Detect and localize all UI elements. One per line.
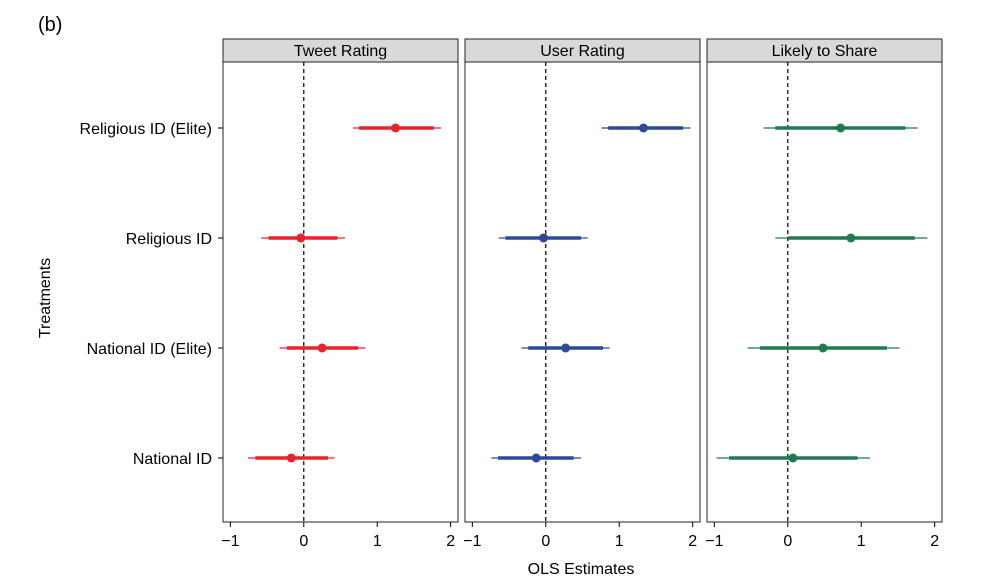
x-tick-label: 2 xyxy=(688,533,697,550)
y-tick-label-national-id: National ID xyxy=(133,451,212,468)
panel-frame-tweet-rating xyxy=(222,61,459,523)
estimate-point-likely-to-share-religious-id-elite xyxy=(836,123,846,133)
estimate-point-tweet-rating-national-id xyxy=(286,453,296,463)
x-tick-label: 2 xyxy=(446,533,455,550)
x-tick-label: −1 xyxy=(463,533,481,550)
y-axis-title: Treatments xyxy=(37,258,54,338)
estimate-point-user-rating-national-id-elite xyxy=(561,343,571,353)
estimate-point-tweet-rating-national-id-elite xyxy=(317,343,327,353)
panel-frame-likely-to-share xyxy=(706,61,943,523)
estimate-point-user-rating-national-id xyxy=(531,453,541,463)
panel-title-likely-to-share: Likely to Share xyxy=(772,43,878,60)
panel-title-user-rating: User Rating xyxy=(540,43,624,60)
x-tick-label: 1 xyxy=(373,533,382,550)
estimate-point-likely-to-share-religious-id xyxy=(846,233,856,243)
x-tick-label: −1 xyxy=(705,533,723,550)
y-tick-label-national-id-elite: National ID (Elite) xyxy=(87,341,212,358)
estimate-point-likely-to-share-national-id-elite xyxy=(818,343,828,353)
y-tick-label-religious-id: Religious ID xyxy=(126,231,212,248)
x-tick-label: −1 xyxy=(221,533,239,550)
y-tick-label-religious-id-elite: Religious ID (Elite) xyxy=(80,121,212,138)
panel-title-tweet-rating: Tweet Rating xyxy=(294,43,387,60)
estimate-point-likely-to-share-national-id xyxy=(788,453,798,463)
figure-label: (b) xyxy=(38,14,63,36)
x-axis-title: OLS Estimates xyxy=(528,561,635,578)
estimate-point-user-rating-religious-id-elite xyxy=(638,123,648,133)
estimate-point-tweet-rating-religious-id xyxy=(296,233,306,243)
estimate-point-tweet-rating-religious-id-elite xyxy=(391,123,401,133)
x-tick-label: 1 xyxy=(857,533,866,550)
x-tick-label: 0 xyxy=(299,533,308,550)
panel-frame-user-rating xyxy=(464,61,701,523)
x-tick-label: 2 xyxy=(930,533,939,550)
x-tick-label: 0 xyxy=(783,533,792,550)
x-tick-label: 1 xyxy=(615,533,624,550)
x-tick-label: 0 xyxy=(541,533,550,550)
estimate-point-user-rating-religious-id xyxy=(539,233,549,243)
